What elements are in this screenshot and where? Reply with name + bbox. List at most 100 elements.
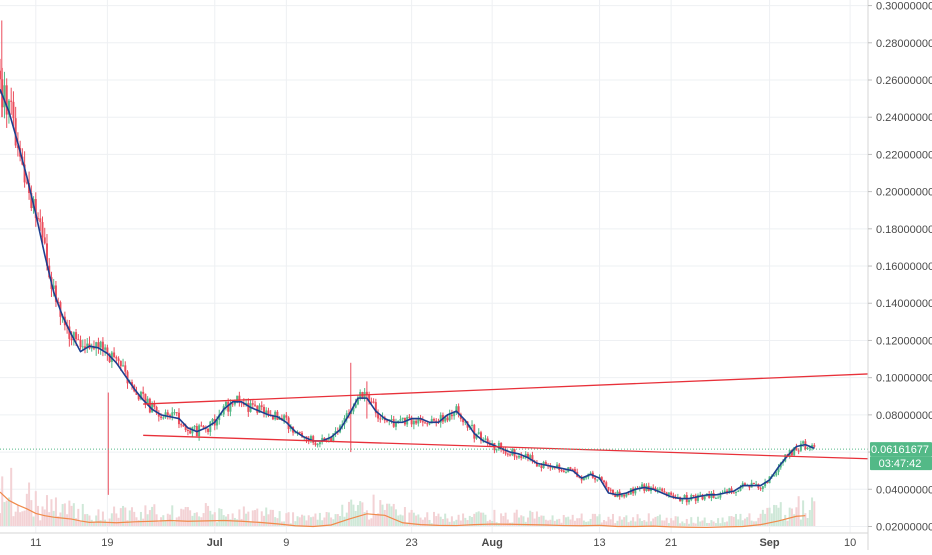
candle-body	[41, 222, 44, 238]
candle-body	[412, 420, 415, 425]
candle-body	[462, 418, 465, 423]
volume-bar	[620, 519, 623, 526]
volume-bar	[318, 512, 321, 526]
volume-bar	[86, 513, 89, 526]
candle-body	[54, 285, 57, 302]
volume-bar	[106, 521, 109, 526]
candle-body	[276, 411, 279, 420]
candle-body	[497, 442, 500, 450]
volume-bar	[77, 508, 80, 526]
volume-bar	[216, 522, 218, 526]
volume-bar	[321, 520, 324, 526]
candle-body	[202, 426, 205, 428]
volume-bar	[761, 509, 764, 526]
candle-body	[634, 488, 637, 494]
candle-body	[122, 365, 125, 367]
candle-body	[766, 481, 769, 484]
volume-bar	[636, 514, 639, 526]
volume-bar	[529, 510, 532, 526]
candle-body	[236, 395, 239, 403]
volume-bar	[81, 503, 84, 526]
candle-body	[182, 425, 185, 427]
candle-body	[688, 500, 691, 503]
candle-body	[426, 423, 429, 425]
candle-body	[283, 415, 286, 421]
candle-body	[316, 444, 319, 446]
volume-bar	[421, 519, 424, 526]
candle-body	[258, 405, 261, 413]
volume-bar	[556, 519, 559, 526]
volume-bar	[276, 518, 279, 526]
candle-body	[683, 495, 686, 500]
candle-body	[92, 347, 95, 349]
volume-bar	[482, 512, 485, 526]
volume-bar	[151, 506, 154, 526]
volume-bar	[347, 501, 350, 526]
candle-body	[656, 489, 659, 492]
time-tick-label: 13	[593, 537, 605, 549]
candle-body	[72, 332, 75, 341]
candle-body	[444, 417, 447, 422]
volume-bar	[307, 515, 310, 526]
upper-trendline[interactable]	[143, 373, 869, 405]
candle-body	[233, 402, 236, 405]
lower-trendline[interactable]	[143, 434, 869, 460]
volume-bar	[54, 497, 57, 526]
time-tick-label: 21	[665, 537, 677, 549]
candle-body	[381, 417, 384, 419]
volume-bar	[336, 514, 339, 526]
volume-bar	[424, 517, 427, 526]
volume-bar	[301, 514, 304, 526]
volume-bar	[683, 523, 686, 526]
volume-bar	[488, 519, 491, 526]
volume-bar	[475, 512, 478, 526]
trendlines[interactable]	[143, 373, 869, 460]
volume-bar	[368, 519, 371, 526]
candle-body	[155, 406, 158, 414]
candle-body	[309, 436, 312, 440]
volume-bar	[611, 513, 614, 526]
candle-body	[399, 419, 402, 421]
volume-bar	[184, 506, 187, 526]
candle-body	[620, 494, 623, 497]
volume-bar	[591, 513, 594, 526]
candle-body	[137, 394, 140, 400]
volume-bar	[538, 516, 541, 526]
volume-bar	[752, 521, 755, 526]
candle-body	[410, 417, 413, 425]
volume-bar	[34, 491, 37, 526]
candle-body	[540, 465, 543, 468]
candle-body	[806, 447, 809, 450]
candle-body	[479, 432, 482, 441]
volume-bar	[95, 515, 98, 526]
candle-body	[799, 443, 802, 451]
volume-bar	[479, 512, 482, 526]
candle-body	[169, 415, 172, 417]
candle-body	[108, 353, 111, 363]
volume-bar	[435, 516, 438, 526]
volume-bar	[743, 518, 746, 526]
volume-bar	[119, 508, 122, 526]
volume-bar	[399, 514, 402, 526]
price-tick-label: 0.16000000	[876, 261, 932, 273]
volume-bar	[737, 519, 740, 526]
candle-body	[544, 462, 547, 466]
candle-body	[325, 439, 328, 441]
volume-bar	[61, 504, 64, 526]
volume-bar	[665, 517, 668, 526]
candle-body	[312, 436, 315, 443]
volume-bar	[667, 523, 670, 526]
candle-body	[260, 405, 263, 407]
candle-body	[334, 431, 337, 434]
candle-body	[79, 339, 82, 347]
price-tick-label: 0.04000000	[876, 484, 932, 496]
last-price-badge	[870, 442, 932, 457]
candle-body	[86, 343, 89, 349]
time-tick-label: 19	[101, 537, 113, 549]
time-tick-label: Sep	[759, 537, 779, 549]
price-tick-label: 0.12000000	[876, 335, 932, 347]
time-axis[interactable]: 11 19 Jul 9 23 Aug 13 21 Sep 10	[30, 537, 856, 549]
price-axis[interactable]: 0.30000000 0.28000000 0.26000000 0.24000000…	[868, 1, 932, 534]
